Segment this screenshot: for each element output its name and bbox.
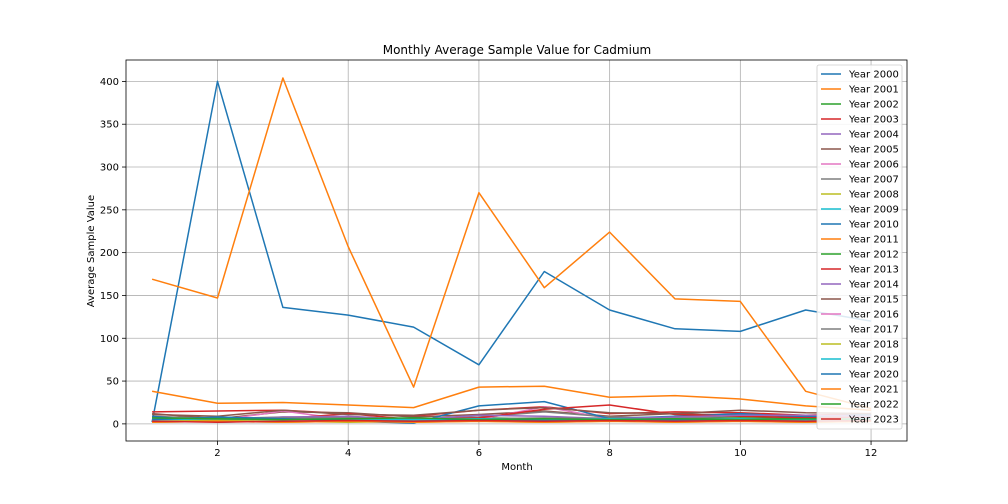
x-axis-label: Month	[501, 462, 532, 473]
legend-entry: Year 2018	[848, 340, 899, 351]
y-axis-label: Average Sample Value	[86, 195, 97, 307]
y-tick-label: 300	[100, 163, 119, 174]
legend-entry: Year 2015	[848, 295, 899, 306]
y-tick-label: 400	[100, 77, 119, 88]
y-tick-label: 0	[113, 419, 119, 430]
legend-entry: Year 2010	[848, 220, 899, 231]
series-line	[151, 385, 872, 411]
legend-entry: Year 2019	[848, 355, 899, 366]
legend-entry: Year 2014	[848, 280, 899, 291]
legend-entry: Year 2017	[848, 325, 899, 336]
series-line	[152, 406, 872, 417]
legend-entry: Year 2012	[848, 250, 899, 261]
legend-entry: Year 2006	[848, 160, 899, 171]
legend-entry: Year 2016	[848, 310, 899, 321]
x-tick-label: 4	[345, 448, 351, 459]
y-tick-label: 150	[100, 291, 119, 302]
legend-entry: Year 2020	[848, 370, 899, 381]
series-line	[151, 80, 872, 423]
series-line	[151, 77, 872, 410]
x-tick-label: 8	[606, 448, 612, 459]
legend-entry: Year 2011	[848, 235, 899, 246]
grid	[126, 60, 907, 441]
legend-entry: Year 2023	[848, 415, 899, 426]
legend-box	[816, 64, 903, 430]
tick-labels: 2 4 6 8 10 12 0 50 100 150 200 250 300 350 400	[100, 77, 878, 459]
legend-entry: Year 2022	[848, 400, 899, 411]
plot-frame	[125, 59, 908, 442]
legend-entry: Year 2008	[848, 190, 899, 201]
legend-entry: Year 2021	[848, 385, 899, 396]
x-tick-label: 6	[476, 448, 482, 459]
y-tick-label: 350	[100, 120, 119, 131]
series-lines	[151, 77, 872, 424]
y-tick-label: 200	[100, 248, 119, 259]
chart-title: Monthly Average Sample Value for Cadmium	[383, 43, 652, 57]
series-line	[152, 417, 872, 421]
legend-entry: Year 2009	[848, 205, 899, 216]
legend-entry: Year 2007	[848, 175, 899, 186]
x-tick-label: 10	[734, 448, 747, 459]
x-tick-label: 2	[214, 448, 220, 459]
legend-entry: Year 2013	[848, 265, 899, 276]
y-tick-label: 100	[100, 334, 119, 345]
x-tick-label: 12	[865, 448, 878, 459]
legend: Year 2000 Year 2001 Year 2002 Year 2003 Year…	[816, 64, 903, 430]
legend-entry: Year 2004	[848, 130, 899, 141]
legend-entry: Year 2000	[848, 70, 899, 81]
y-tick-label: 50	[106, 377, 119, 388]
series-line	[152, 419, 872, 423]
legend-entry: Year 2001	[848, 85, 899, 96]
y-tick-label: 250	[100, 205, 119, 216]
legend-entry: Year 2005	[848, 145, 899, 156]
legend-entry: Year 2003	[848, 115, 899, 126]
legend-entry: Year 2002	[848, 100, 899, 111]
